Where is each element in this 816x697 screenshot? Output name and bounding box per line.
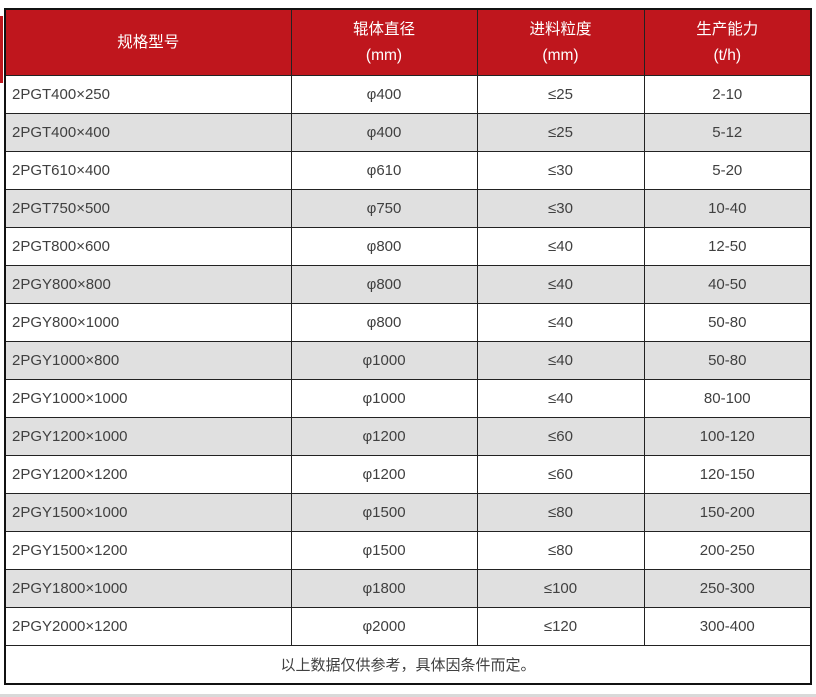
- table-cell-roller-diameter: φ2000: [290, 607, 478, 646]
- table-row: 2PGY1800×1000 φ1800 ≤100 250-300: [4, 569, 812, 608]
- table-cell-roller-diameter: φ800: [290, 227, 478, 266]
- table-row: 2PGT610×400 φ610 ≤30 5-20: [4, 151, 812, 190]
- table-cell-roller-diameter: φ1000: [290, 379, 478, 418]
- table-cell-capacity: 80-100: [643, 379, 812, 418]
- column-title-model: 规格型号: [117, 33, 180, 51]
- table-cell-feed-size: ≤40: [476, 303, 645, 342]
- table-cell-model: 2PGY1200×1200: [4, 455, 292, 494]
- table-cell-model: 2PGT400×250: [4, 75, 292, 114]
- table-cell-model: 2PGT800×600: [4, 227, 292, 266]
- table-row: 2PGY1200×1200 φ1200 ≤60 120-150: [4, 455, 812, 494]
- table-cell-feed-size: ≤120: [476, 607, 645, 646]
- table-row: 2PGY1200×1000 φ1200 ≤60 100-120: [4, 417, 812, 456]
- table-cell-capacity: 5-12: [643, 113, 812, 152]
- table-cell-model: 2PGY800×1000: [4, 303, 292, 342]
- table-cell-feed-size: ≤60: [476, 455, 645, 494]
- table-header: 规格型号 辊体直径 (mm) 进料粒度 (mm) 生产能力 (t/h): [4, 8, 812, 76]
- table-cell-model: 2PGY800×800: [4, 265, 292, 304]
- column-unit-capacity: (t/h): [713, 46, 742, 64]
- column-title-capacity: 生产能力: [696, 20, 759, 38]
- table-cell-model: 2PGY1200×1000: [4, 417, 292, 456]
- table-cell-capacity: 120-150: [643, 455, 812, 494]
- header-cell-roller-diameter: 辊体直径 (mm): [290, 8, 478, 76]
- spec-table: 规格型号 辊体直径 (mm) 进料粒度 (mm) 生产能力 (t/h): [4, 8, 812, 685]
- table-cell-roller-diameter: φ1000: [290, 341, 478, 380]
- table-footer: 以上数据仅供参考，具体因条件而定。: [4, 645, 812, 685]
- table-row: 2PGT800×600 φ800 ≤40 12-50: [4, 227, 812, 266]
- table-cell-feed-size: ≤80: [476, 493, 645, 532]
- table-cell-model: 2PGY1500×1200: [4, 531, 292, 570]
- table-cell-roller-diameter: φ610: [290, 151, 478, 190]
- table-cell-feed-size: ≤80: [476, 531, 645, 570]
- table-cell-model: 2PGY1000×1000: [4, 379, 292, 418]
- table-cell-capacity: 150-200: [643, 493, 812, 532]
- table-cell-roller-diameter: φ800: [290, 265, 478, 304]
- table-cell-roller-diameter: φ1500: [290, 493, 478, 532]
- table-cell-roller-diameter: φ800: [290, 303, 478, 342]
- table-cell-model: 2PGY1000×800: [4, 341, 292, 380]
- table-cell-feed-size: ≤40: [476, 379, 645, 418]
- table-cell-roller-diameter: φ1800: [290, 569, 478, 608]
- header-row: 规格型号 辊体直径 (mm) 进料粒度 (mm) 生产能力 (t/h): [4, 8, 812, 76]
- column-unit-roller-diameter: (mm): [365, 46, 403, 64]
- table-cell-model: 2PGT400×400: [4, 113, 292, 152]
- table-cell-roller-diameter: φ400: [290, 113, 478, 152]
- header-left-edge-strip: [0, 16, 3, 83]
- table-cell-capacity: 5-20: [643, 151, 812, 190]
- table-cell-feed-size: ≤60: [476, 417, 645, 456]
- table-cell-model: 2PGT750×500: [4, 189, 292, 228]
- table-cell-model: 2PGY1500×1000: [4, 493, 292, 532]
- table-cell-model: 2PGY2000×1200: [4, 607, 292, 646]
- table-cell-capacity: 100-120: [643, 417, 812, 456]
- table-cell-roller-diameter: φ1500: [290, 531, 478, 570]
- table-row: 2PGY800×800 φ800 ≤40 40-50: [4, 265, 812, 304]
- table-row: 2PGY1500×1200 φ1500 ≤80 200-250: [4, 531, 812, 570]
- table-body: 2PGT400×250 φ400 ≤25 2-10 2PGT400×400 φ400 ≤25…: [4, 75, 812, 646]
- table-row: 2PGY2000×1200 φ2000 ≤120 300-400: [4, 607, 812, 646]
- table-cell-roller-diameter: φ750: [290, 189, 478, 228]
- table-cell-feed-size: ≤25: [476, 75, 645, 114]
- table-cell-roller-diameter: φ400: [290, 75, 478, 114]
- table-cell-capacity: 10-40: [643, 189, 812, 228]
- table-cell-roller-diameter: φ1200: [290, 455, 478, 494]
- table-row: 2PGY800×1000 φ800 ≤40 50-80: [4, 303, 812, 342]
- table-cell-roller-diameter: φ1200: [290, 417, 478, 456]
- table-cell-capacity: 300-400: [643, 607, 812, 646]
- table-row: 2PGY1000×1000 φ1000 ≤40 80-100: [4, 379, 812, 418]
- table-row: 2PGT400×250 φ400 ≤25 2-10: [4, 75, 812, 114]
- table-cell-capacity: 200-250: [643, 531, 812, 570]
- footer-row: 以上数据仅供参考，具体因条件而定。: [4, 645, 812, 685]
- table-cell-capacity: 40-50: [643, 265, 812, 304]
- table-row: 2PGY1500×1000 φ1500 ≤80 150-200: [4, 493, 812, 532]
- table-cell-feed-size: ≤40: [476, 265, 645, 304]
- table-cell-capacity: 50-80: [643, 303, 812, 342]
- table-cell-capacity: 2-10: [643, 75, 812, 114]
- table-cell-feed-size: ≤25: [476, 113, 645, 152]
- table-cell-feed-size: ≤40: [476, 227, 645, 266]
- table-cell-feed-size: ≤30: [476, 189, 645, 228]
- header-cell-capacity: 生产能力 (t/h): [643, 8, 812, 76]
- column-title-roller-diameter: 辊体直径: [352, 20, 415, 38]
- table-cell-capacity: 12-50: [643, 227, 812, 266]
- table-cell-capacity: 50-80: [643, 341, 812, 380]
- table-cell-feed-size: ≤40: [476, 341, 645, 380]
- table-cell-feed-size: ≤100: [476, 569, 645, 608]
- table-cell-feed-size: ≤30: [476, 151, 645, 190]
- table-row: 2PGT400×400 φ400 ≤25 5-12: [4, 113, 812, 152]
- footer-note: 以上数据仅供参考，具体因条件而定。: [4, 645, 812, 685]
- header-cell-feed-size: 进料粒度 (mm): [476, 8, 645, 76]
- column-unit-feed-size: (mm): [542, 46, 579, 64]
- table-row: 2PGT750×500 φ750 ≤30 10-40: [4, 189, 812, 228]
- table-row: 2PGY1000×800 φ1000 ≤40 50-80: [4, 341, 812, 380]
- table-cell-model: 2PGT610×400: [4, 151, 292, 190]
- column-title-feed-size: 进料粒度: [529, 20, 592, 38]
- header-cell-model: 规格型号: [4, 8, 292, 76]
- table-cell-capacity: 250-300: [643, 569, 812, 608]
- table-cell-model: 2PGY1800×1000: [4, 569, 292, 608]
